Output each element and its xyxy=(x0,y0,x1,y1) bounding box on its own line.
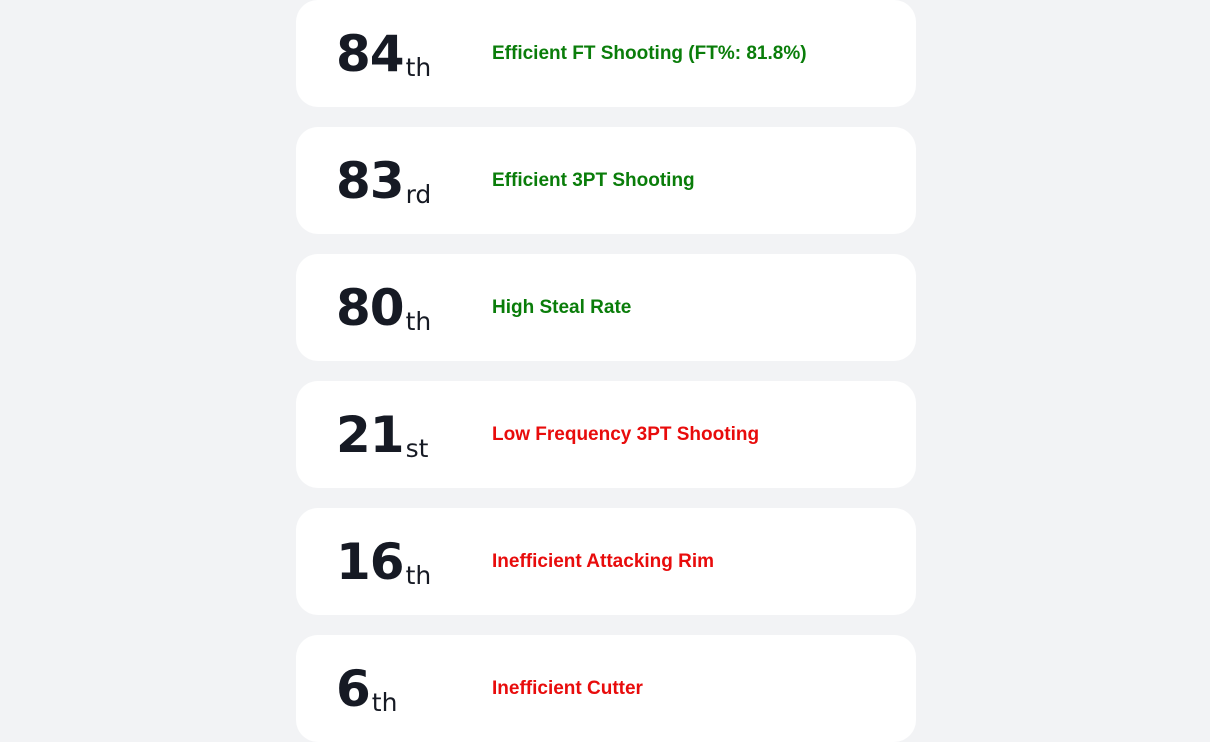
skill-label: High Steal Rate xyxy=(492,296,632,318)
skill-label: Inefficient Attacking Rim xyxy=(492,550,715,572)
skill-label: Efficient 3PT Shooting xyxy=(492,169,695,191)
rank-suffix: th xyxy=(405,307,432,336)
rank-number: 83 xyxy=(336,151,405,210)
rank-number: 6 xyxy=(336,659,371,718)
rank-number: 84 xyxy=(336,24,405,83)
rank-number: 16 xyxy=(336,532,405,591)
skill-label: Low Frequency 3PT Shooting xyxy=(492,423,760,445)
rank-suffix: st xyxy=(405,434,429,463)
rank-suffix: th xyxy=(405,561,432,590)
rank-number: 21 xyxy=(336,405,405,464)
rank-suffix: rd xyxy=(405,180,432,209)
rank-suffix: th xyxy=(371,688,398,717)
skill-label: Inefficient Cutter xyxy=(492,677,643,699)
rank-number: 80 xyxy=(336,278,405,337)
rank-suffix: th xyxy=(405,53,432,82)
skill-label: Efficient FT Shooting (FT%: 81.8%) xyxy=(492,42,807,64)
